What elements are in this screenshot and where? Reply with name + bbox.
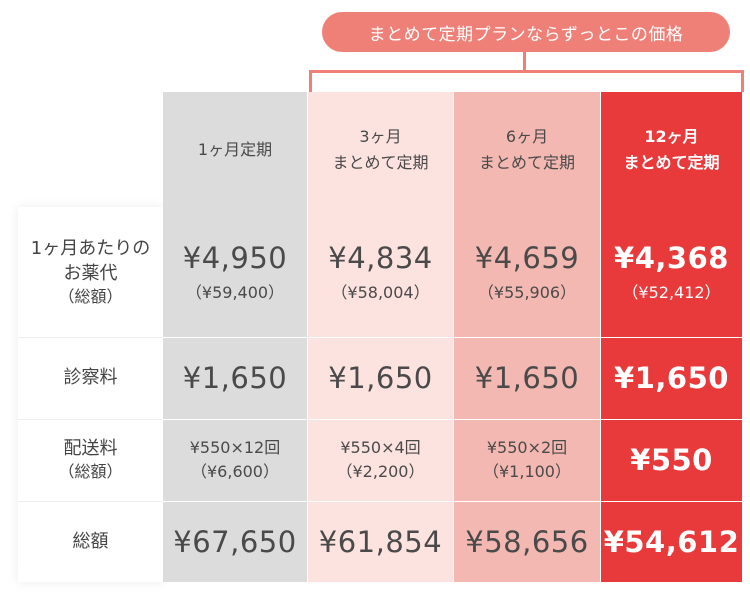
- consultation-price: ¥1,650: [614, 361, 729, 395]
- medicine-total-price: （¥52,412）: [622, 283, 721, 302]
- plan-header-3m: 3ヶ月 まとめて定期: [308, 92, 453, 207]
- plan-header-line1: 1ヶ月定期: [197, 139, 273, 159]
- medicine-monthly-price: ¥4,834: [328, 241, 433, 275]
- row-label-total-text: 総額: [72, 530, 109, 552]
- cell-divider: [454, 501, 600, 502]
- row-divider: [18, 501, 163, 502]
- total-cell-3m: ¥61,854: [308, 501, 453, 582]
- total-price: ¥67,650: [173, 524, 297, 559]
- row-label-medicine-line1: 1ヶ月あたりの: [30, 237, 151, 259]
- shipping-cell-1m: ¥550×12回 （¥6,600）: [163, 419, 307, 501]
- cell-divider: [601, 419, 742, 420]
- consultation-cell-12m: ¥1,650: [601, 337, 742, 419]
- cell-divider: [163, 337, 307, 338]
- consultation-cell-1m: ¥1,650: [163, 337, 307, 419]
- row-label-shipping-line1: 配送料: [63, 438, 118, 460]
- cell-divider: [163, 419, 307, 420]
- medicine-cell-12m: ¥4,368 （¥52,412）: [601, 207, 742, 337]
- cell-divider: [454, 337, 600, 338]
- medicine-cell-6m: ¥4,659 （¥55,906）: [454, 207, 600, 337]
- medicine-monthly-price: ¥4,368: [614, 241, 729, 275]
- shipping-cell-12m: ¥550: [601, 419, 742, 501]
- plan-column-6m: 6ヶ月 まとめて定期 ¥4,659 （¥55,906） ¥1,650 ¥550×…: [454, 92, 600, 582]
- row-divider: [18, 337, 163, 338]
- medicine-monthly-price: ¥4,659: [474, 241, 580, 275]
- row-label-total: 総額: [18, 501, 163, 582]
- shipping-breakdown: ¥550×12回: [189, 438, 281, 457]
- plan-header-line1: 3ヶ月: [359, 126, 402, 146]
- plan-column-12m: 12ヶ月 まとめて定期 ¥4,368 （¥52,412） ¥1,650 ¥550…: [601, 92, 742, 582]
- row-divider: [18, 419, 163, 420]
- cell-divider: [601, 501, 742, 502]
- row-labels: 1ヶ月あたりの お薬代 （総額） 診察料 配送料 （総額） 総額: [18, 207, 163, 582]
- row-label-medicine-line3: （総額）: [58, 286, 123, 306]
- row-label-shipping-line2: （総額）: [58, 462, 123, 482]
- cell-divider: [601, 337, 742, 338]
- plan-banner: まとめて定期プランならずっとこの価格: [322, 12, 730, 52]
- medicine-monthly-price: ¥4,950: [182, 241, 288, 275]
- plan-header-line2: まとめて定期: [332, 152, 429, 172]
- plan-header-1m: 1ヶ月定期: [163, 92, 307, 207]
- cell-divider: [308, 337, 453, 338]
- cell-divider: [308, 501, 453, 502]
- plan-column-1m: 1ヶ月定期 ¥4,950 （¥59,400） ¥1,650 ¥550×12回 （…: [163, 92, 307, 582]
- row-label-medicine-line2: お薬代: [63, 262, 118, 284]
- shipping-breakdown: ¥550: [630, 443, 713, 477]
- plan-header-line2: まとめて定期: [623, 152, 720, 172]
- total-price: ¥54,612: [603, 524, 740, 559]
- consultation-cell-6m: ¥1,650: [454, 337, 600, 419]
- shipping-breakdown: ¥550×4回: [340, 438, 421, 457]
- shipping-total: （¥6,600）: [191, 462, 279, 481]
- medicine-cell-3m: ¥4,834 （¥58,004）: [308, 207, 453, 337]
- total-cell-12m: ¥54,612: [601, 501, 742, 582]
- shipping-cell-6m: ¥550×2回 （¥1,100）: [454, 419, 600, 501]
- bracket-left: [309, 70, 312, 92]
- shipping-total: （¥1,100）: [483, 462, 571, 481]
- plan-column-3m: 3ヶ月 まとめて定期 ¥4,834 （¥58,004） ¥1,650 ¥550×…: [308, 92, 453, 582]
- consultation-price: ¥1,650: [328, 361, 433, 395]
- consultation-cell-3m: ¥1,650: [308, 337, 453, 419]
- row-label-shipping: 配送料 （総額）: [18, 419, 163, 501]
- shipping-total: （¥2,200）: [336, 462, 425, 481]
- bracket-right: [741, 70, 744, 92]
- row-label-consultation: 診察料: [18, 337, 163, 419]
- total-cell-1m: ¥67,650: [163, 501, 307, 582]
- bracket-bar: [309, 70, 744, 73]
- medicine-total-price: （¥55,906）: [477, 283, 577, 302]
- plan-header-6m: 6ヶ月 まとめて定期: [454, 92, 600, 207]
- medicine-cell-1m: ¥4,950 （¥59,400）: [163, 207, 307, 337]
- consultation-price: ¥1,650: [474, 361, 580, 395]
- consultation-price: ¥1,650: [182, 361, 288, 395]
- bracket-stem: [523, 52, 526, 72]
- cell-divider: [163, 501, 307, 502]
- cell-divider: [308, 419, 453, 420]
- plan-header-12m: 12ヶ月 まとめて定期: [601, 92, 742, 207]
- plan-header-line2: まとめて定期: [478, 152, 575, 172]
- total-price: ¥58,656: [465, 524, 589, 559]
- shipping-cell-3m: ¥550×4回 （¥2,200）: [308, 419, 453, 501]
- row-label-consultation-text: 診察料: [63, 367, 118, 389]
- cell-divider: [454, 419, 600, 420]
- plan-header-line1: 6ヶ月: [505, 126, 549, 146]
- row-label-medicine: 1ヶ月あたりの お薬代 （総額）: [18, 207, 163, 337]
- medicine-total-price: （¥58,004）: [331, 283, 430, 302]
- shipping-breakdown: ¥550×2回: [486, 438, 568, 457]
- total-cell-6m: ¥58,656: [454, 501, 600, 582]
- plan-header-line1: 12ヶ月: [644, 126, 699, 146]
- medicine-total-price: （¥59,400）: [185, 283, 285, 302]
- total-price: ¥61,854: [318, 524, 443, 559]
